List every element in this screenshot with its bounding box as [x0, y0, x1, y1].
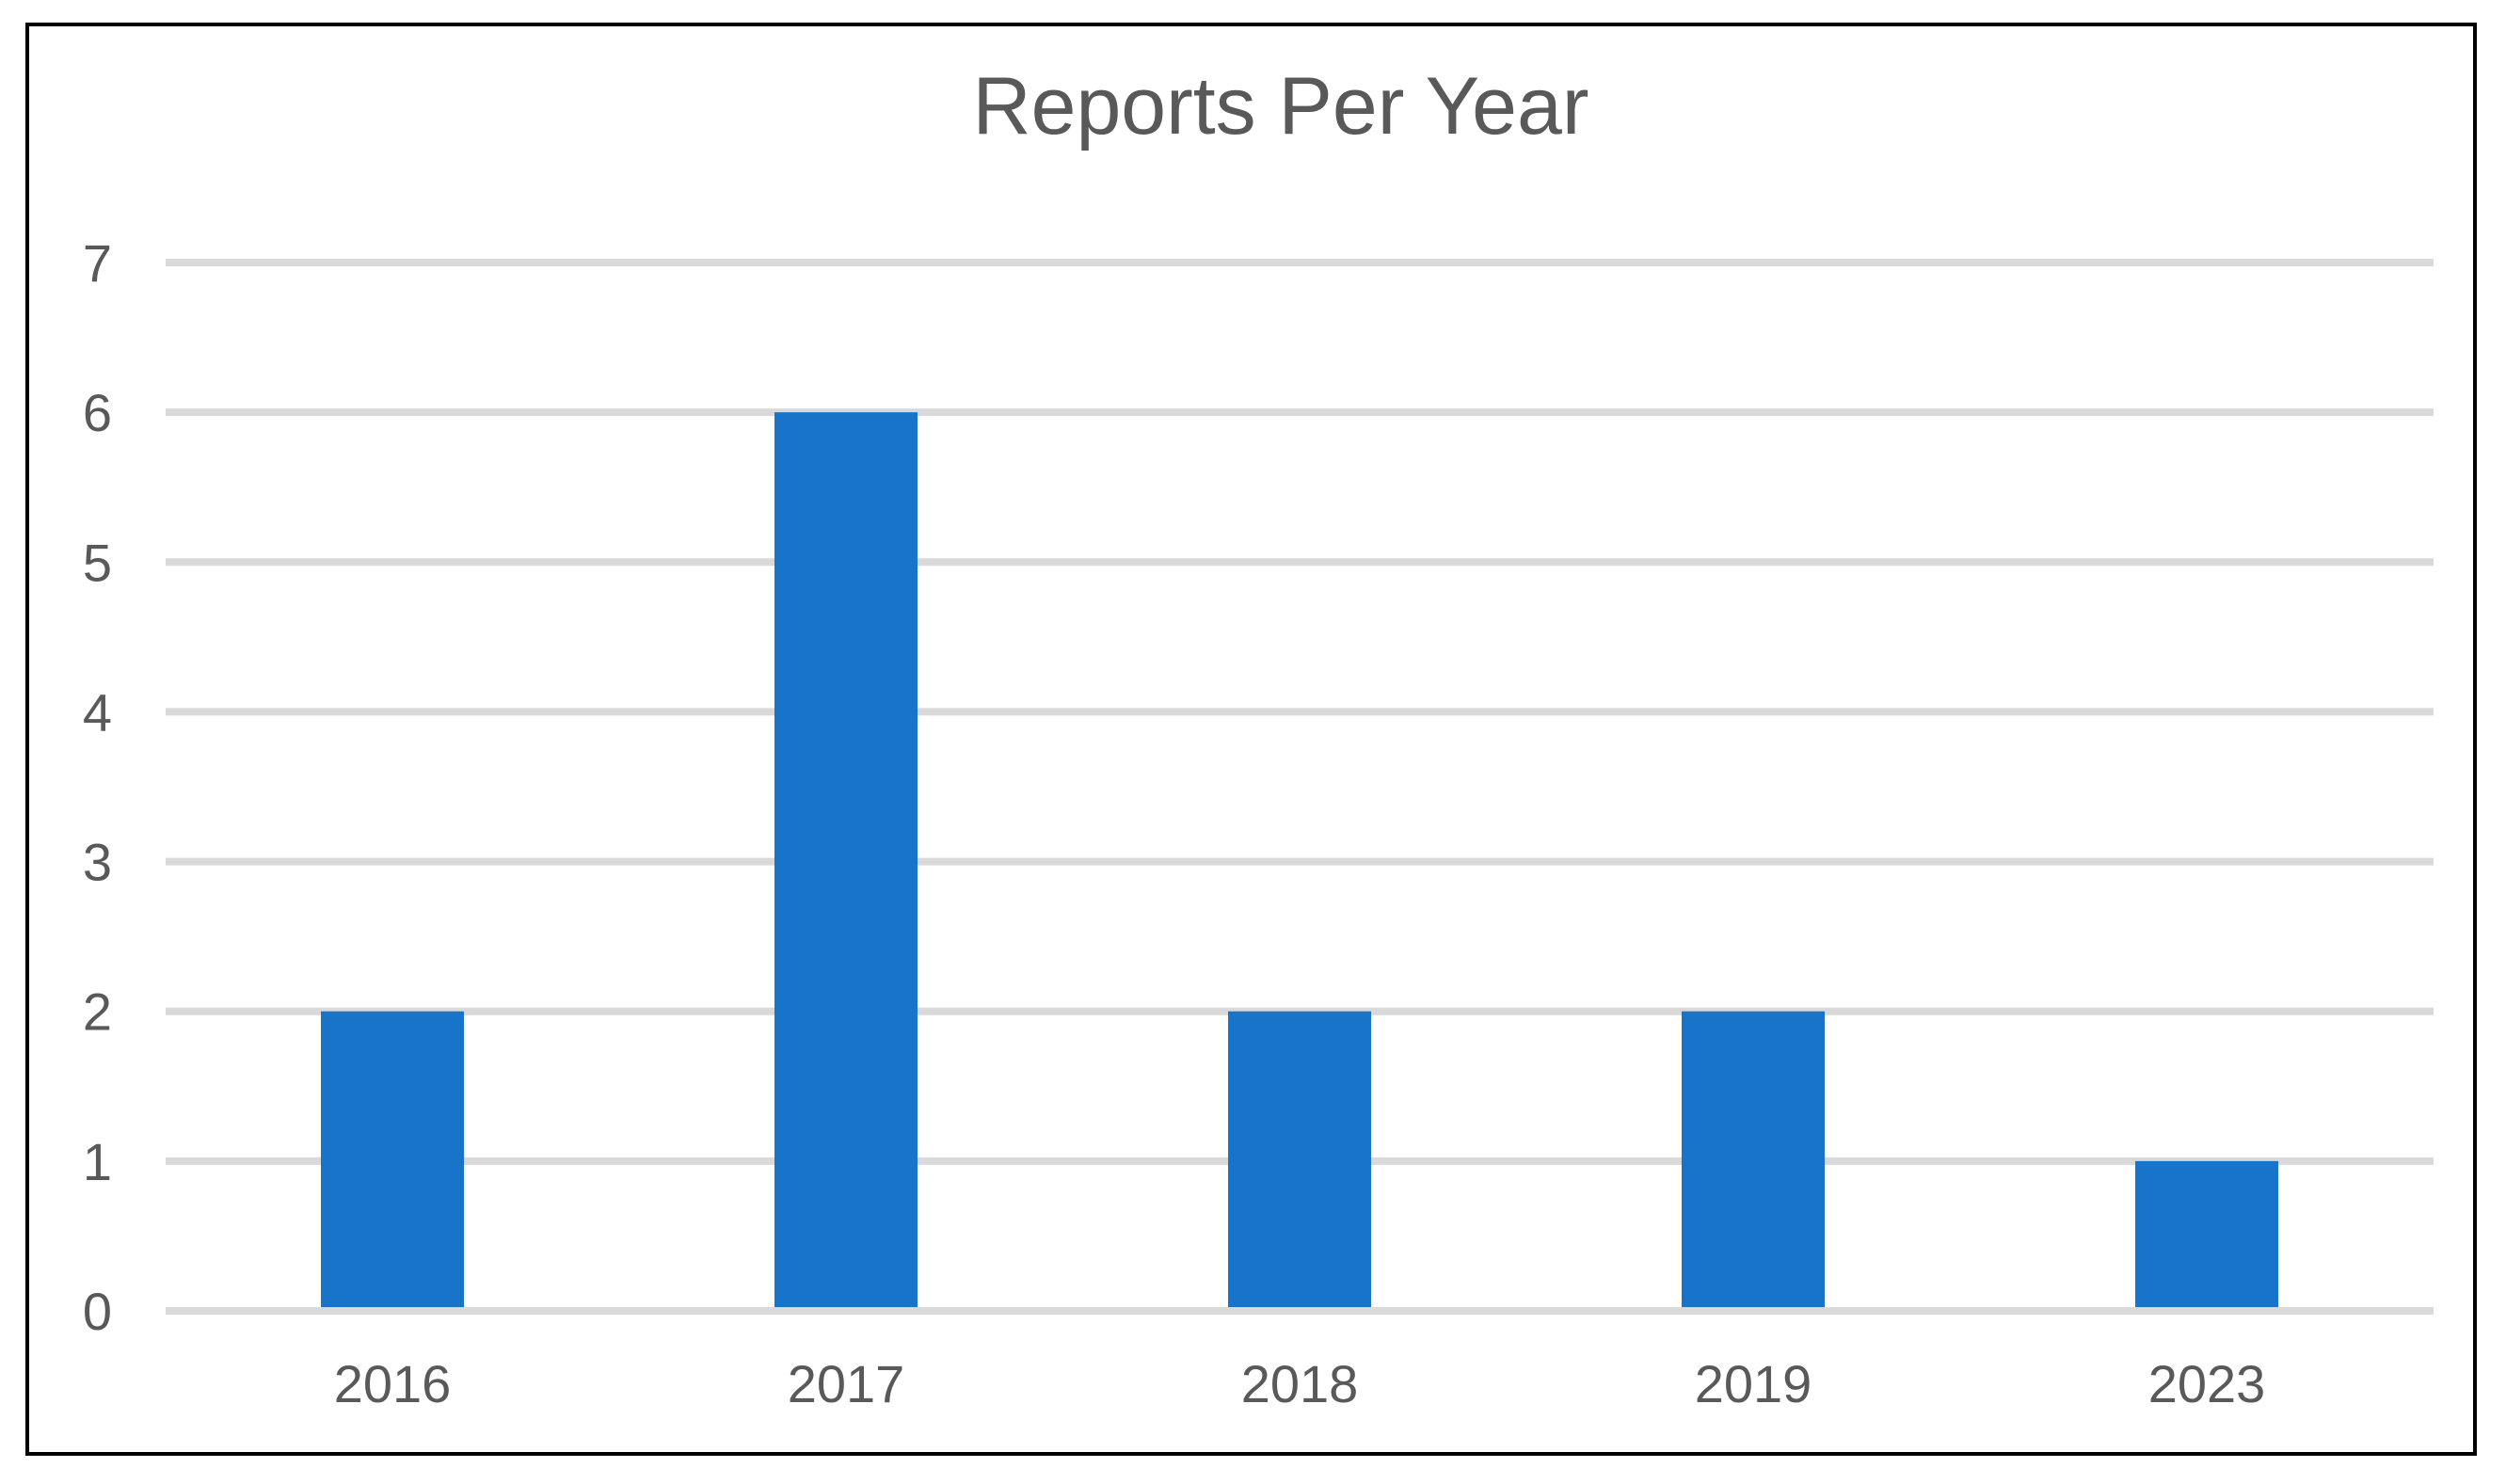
x-tick-label: 2023 — [2148, 1354, 2266, 1413]
x-axis-tick-labels: 2016 2017 2018 2019 2023 — [334, 1354, 2266, 1413]
bar-2016 — [321, 1011, 464, 1307]
y-tick-label: 5 — [83, 533, 112, 592]
y-tick-label: 6 — [83, 383, 112, 442]
bar-2018 — [1228, 1011, 1371, 1307]
y-axis-tick-labels: 0 1 2 3 4 5 6 7 — [83, 233, 112, 1341]
y-tick-label: 0 — [83, 1282, 112, 1341]
y-tick-label: 4 — [83, 682, 112, 742]
x-tick-label: 2017 — [788, 1354, 905, 1413]
chart-title: Reports Per Year — [973, 61, 1589, 152]
y-tick-label: 3 — [83, 833, 112, 892]
bars — [321, 412, 2278, 1308]
bar-2017 — [774, 412, 918, 1308]
bar-2019 — [1682, 1011, 1825, 1307]
x-tick-label: 2019 — [1695, 1354, 1812, 1413]
y-tick-label: 2 — [83, 982, 112, 1042]
x-tick-label: 2016 — [334, 1354, 452, 1413]
x-tick-label: 2018 — [1241, 1354, 1359, 1413]
y-tick-label: 7 — [83, 233, 112, 293]
y-tick-label: 1 — [83, 1132, 112, 1191]
bar-2023 — [2135, 1160, 2278, 1307]
